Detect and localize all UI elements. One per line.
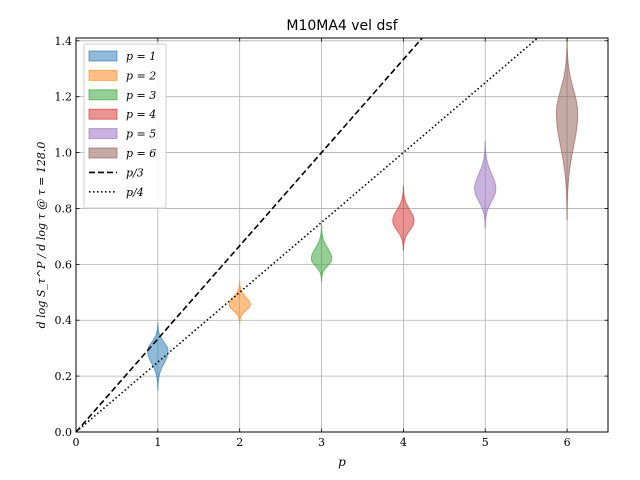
- legend-label: p = 2: [126, 69, 156, 82]
- violin-5: [474, 140, 497, 229]
- violin-3: [310, 224, 333, 282]
- legend-label: p = 1: [126, 50, 156, 63]
- x-tick-label: 1: [154, 436, 161, 449]
- y-tick-label: 0.8: [55, 202, 73, 215]
- legend-box: [83, 43, 167, 209]
- x-tick-label: 2: [236, 436, 243, 449]
- legend-swatch: [88, 128, 118, 140]
- y-tick-label: 1.4: [55, 35, 73, 48]
- legend-swatch: [88, 108, 118, 120]
- legend-label: p = 3: [126, 89, 156, 102]
- chart-title: M10MA4 vel dsf: [286, 18, 398, 34]
- reference-lines: [75, 37, 539, 433]
- x-tick-label: 6: [564, 436, 571, 449]
- y-tick-label: 0.6: [55, 258, 73, 271]
- y-tick-label: 1.2: [55, 91, 73, 104]
- legend-label: p = 6: [126, 147, 156, 160]
- legend: p = 1 p = 2 p = 3 p = 4 p = 5 p = 6 p/3 p/4: [83, 43, 167, 209]
- legend-label: p = 5: [126, 128, 156, 141]
- x-axis-label: p: [338, 455, 346, 469]
- x-tick-label: 3: [318, 436, 325, 449]
- legend-swatch: [88, 69, 118, 81]
- legend-swatch: [88, 50, 118, 62]
- legend-label: p/4: [126, 186, 144, 199]
- violins: [147, 37, 579, 391]
- legend-label: p = 4: [126, 108, 156, 121]
- ref-line-p-over-3: [75, 37, 423, 433]
- y-axis-label: d log S_τ^P / d log τ @ τ = 128.0: [35, 142, 48, 329]
- y-tick-label: 0.2: [55, 370, 73, 383]
- violin-1: [147, 322, 169, 391]
- legend-label: p/3: [126, 166, 144, 179]
- ticks: 0 1 2 3 4 5 6 0.0 0.2 0.4 0.6 0.8 1.0 1.2 1.4: [55, 35, 608, 449]
- x-tick-label: 5: [482, 436, 489, 449]
- ref-line-p-over-4: [75, 37, 539, 433]
- violin-2: [228, 280, 251, 324]
- y-tick-label: 0.4: [55, 314, 73, 327]
- y-tick-label: 1.0: [55, 147, 73, 160]
- violin-4: [392, 185, 415, 251]
- x-tick-label: 0: [73, 436, 80, 449]
- plot-frame: [75, 37, 609, 433]
- legend-swatch: [88, 89, 118, 101]
- x-tick-label: 4: [400, 436, 407, 449]
- y-tick-label: 0.0: [55, 426, 73, 439]
- legend-swatch: [88, 147, 118, 159]
